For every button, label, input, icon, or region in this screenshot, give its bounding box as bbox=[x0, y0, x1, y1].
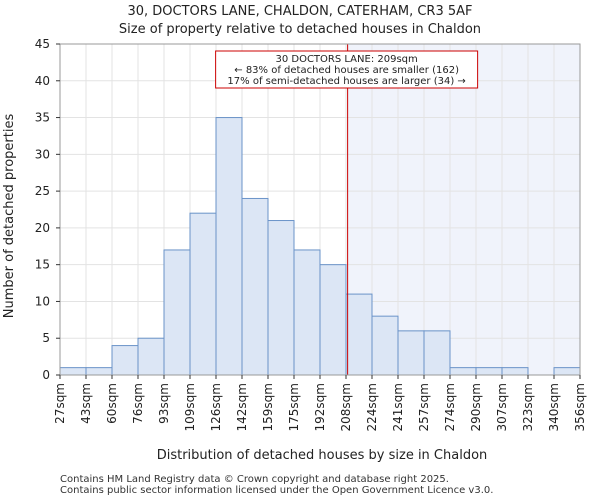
bar-175sqm bbox=[293, 249, 321, 376]
bar-76sqm bbox=[137, 337, 165, 376]
bar-43sqm bbox=[85, 367, 113, 376]
bar-159sqm bbox=[267, 220, 295, 376]
x-tick-label: 175sqm bbox=[287, 383, 301, 431]
bar-126sqm bbox=[215, 117, 243, 376]
annotation-line-1: 30 DOCTORS LANE: 209sqm bbox=[275, 54, 417, 65]
y-tick-label: 35 bbox=[35, 111, 50, 125]
y-tick-label: 30 bbox=[35, 147, 50, 161]
histogram-chart: 0 5 10 15 20 25 30 35 40 45 27sqm 43sqm 60sqm 76sqm 9… bbox=[2, 4, 587, 463]
x-tick-label: 257sqm bbox=[417, 383, 431, 431]
x-tick-label: 93sqm bbox=[157, 383, 171, 424]
y-tick-label: 40 bbox=[35, 74, 50, 88]
x-tick-label: 208sqm bbox=[339, 383, 353, 431]
y-axis-ticks: 0 5 10 15 20 25 30 35 40 45 bbox=[35, 37, 60, 382]
x-tick-label: 76sqm bbox=[131, 383, 145, 424]
bar-208sqm bbox=[345, 293, 373, 376]
x-tick-label: 290sqm bbox=[469, 383, 483, 431]
x-tick-label: 109sqm bbox=[183, 383, 197, 431]
x-axis-ticks: 27sqm 43sqm 60sqm 76sqm 93sqm 109sqm 126sqm 142… bbox=[53, 375, 587, 431]
x-tick-label: 126sqm bbox=[209, 383, 223, 431]
x-tick-label: 356sqm bbox=[573, 383, 587, 431]
y-axis-label: Number of detached properties bbox=[2, 114, 17, 319]
x-tick-label: 60sqm bbox=[105, 383, 119, 424]
annotation-line-3: 17% of semi-detached houses are larger (… bbox=[227, 76, 465, 87]
bar-192sqm bbox=[319, 264, 347, 376]
x-tick-label: 241sqm bbox=[391, 383, 405, 431]
bar-27sqm bbox=[59, 367, 87, 376]
bar-142sqm bbox=[241, 197, 269, 376]
marker-annotation-box bbox=[215, 50, 479, 89]
bar-241sqm bbox=[397, 330, 425, 376]
bar-257sqm bbox=[423, 330, 451, 376]
bar-307sqm bbox=[501, 367, 529, 376]
x-tick-label: 224sqm bbox=[365, 383, 379, 431]
x-tick-label: 142sqm bbox=[235, 383, 249, 431]
x-tick-label: 27sqm bbox=[53, 383, 67, 424]
footer-line-1: Contains HM Land Registry data © Crown c… bbox=[60, 474, 449, 485]
bar-93sqm bbox=[163, 249, 191, 376]
y-tick-label: 5 bbox=[42, 331, 50, 345]
bar-224sqm bbox=[371, 315, 399, 376]
x-tick-label: 323sqm bbox=[521, 383, 535, 431]
bar-274sqm bbox=[449, 367, 477, 376]
y-tick-label: 25 bbox=[35, 184, 50, 198]
bar-109sqm bbox=[189, 212, 217, 376]
x-tick-label: 192sqm bbox=[313, 383, 327, 431]
x-tick-label: 307sqm bbox=[495, 383, 509, 431]
y-tick-label: 20 bbox=[35, 221, 50, 235]
y-tick-label: 45 bbox=[35, 37, 50, 51]
chart-title: 30, DOCTORS LANE, CHALDON, CATERHAM, CR3… bbox=[127, 4, 472, 19]
y-tick-label: 15 bbox=[35, 258, 50, 272]
y-tick-label: 0 bbox=[42, 368, 50, 382]
bar-60sqm bbox=[111, 345, 139, 376]
footer-line-2: Contains public sector information licen… bbox=[60, 485, 494, 496]
bar-340sqm bbox=[553, 367, 581, 376]
bars bbox=[59, 117, 581, 376]
x-tick-label: 274sqm bbox=[443, 383, 457, 431]
chart-subtitle: Size of property relative to detached ho… bbox=[119, 22, 481, 37]
bar-290sqm bbox=[475, 367, 503, 376]
x-tick-label: 159sqm bbox=[261, 383, 275, 431]
annotation-line-2: ← 83% of detached houses are smaller (16… bbox=[234, 65, 459, 76]
x-tick-label: 43sqm bbox=[79, 383, 93, 424]
y-tick-label: 10 bbox=[35, 294, 50, 308]
x-tick-label: 340sqm bbox=[547, 383, 561, 431]
x-axis-label: Distribution of detached houses by size … bbox=[157, 448, 488, 463]
